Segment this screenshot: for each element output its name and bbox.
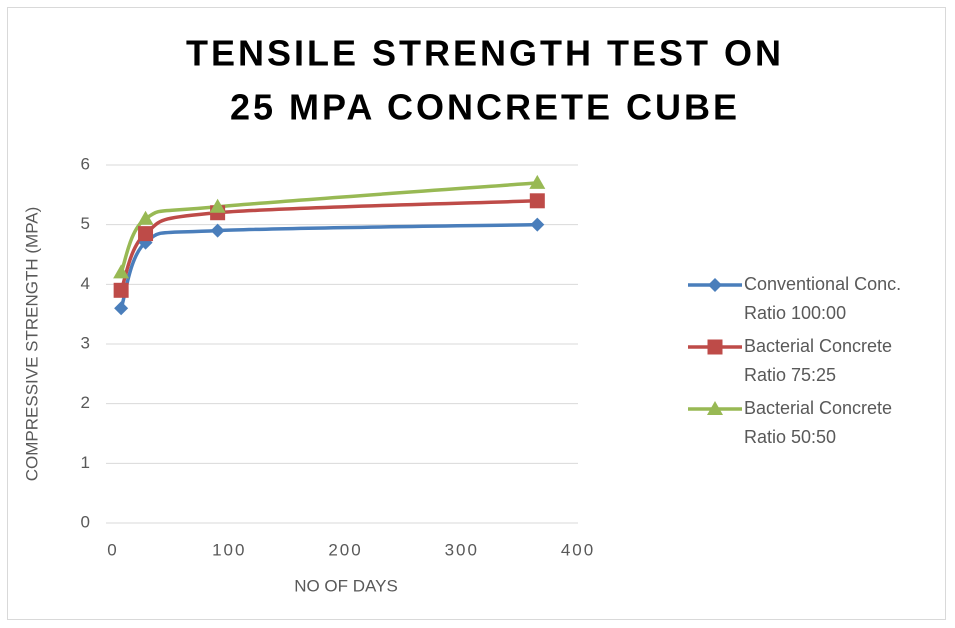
- marker: [707, 401, 723, 415]
- marker: [210, 223, 225, 238]
- marker: [707, 339, 723, 355]
- legend-item: Bacterial Concrete Ratio 75:25: [686, 332, 946, 390]
- marker: [138, 226, 154, 242]
- legend-label: Bacterial Concrete Ratio 75:25: [744, 336, 893, 385]
- x-axis-title: NO OF DAYS: [294, 576, 398, 595]
- chart-title: TENSILE STRENGTH TEST ON: [186, 33, 784, 74]
- y-tick-label: 0: [81, 512, 90, 531]
- legend-icon: [688, 278, 742, 292]
- marker: [209, 198, 226, 213]
- y-tick-label: 4: [81, 274, 90, 293]
- legend-icon: [688, 401, 742, 415]
- legend: Conventional Conc. Ratio 100:00 Bacterial…: [686, 270, 946, 456]
- y-tick-label: 6: [81, 154, 90, 173]
- series-line: [119, 199, 538, 291]
- legend-label: Bacterial Concrete Ratio 50:50: [744, 398, 893, 447]
- legend-label: Conventional Conc. Ratio 100:00: [744, 274, 902, 323]
- marker: [529, 174, 546, 189]
- marker: [137, 210, 154, 225]
- y-tick-label: 5: [81, 214, 90, 233]
- series-line: [119, 222, 538, 309]
- legend-item: Conventional Conc. Ratio 100:00: [686, 270, 946, 328]
- marker: [529, 193, 545, 209]
- x-tick-label: 200: [328, 540, 362, 559]
- y-tick-label: 2: [81, 393, 90, 412]
- marker: [530, 217, 545, 232]
- legend-item: Bacterial Concrete Ratio 50:50: [686, 394, 946, 452]
- y-tick-label: 3: [81, 333, 90, 352]
- marker: [113, 282, 129, 298]
- x-tick-label: 0: [107, 540, 118, 559]
- x-tick-label: 100: [212, 540, 246, 559]
- marker: [708, 278, 722, 292]
- marker: [113, 264, 130, 279]
- chart-title: 25 MPA CONCRETE CUBE: [230, 87, 740, 128]
- legend-icon: [688, 339, 742, 355]
- chart-border: [7, 7, 946, 620]
- y-tick-label: 1: [81, 453, 90, 472]
- x-tick-label: 400: [561, 540, 595, 559]
- y-axis-title: COMPRESSIVE STRENGTH (MPA): [22, 207, 41, 482]
- marker: [114, 301, 129, 316]
- x-tick-label: 300: [445, 540, 479, 559]
